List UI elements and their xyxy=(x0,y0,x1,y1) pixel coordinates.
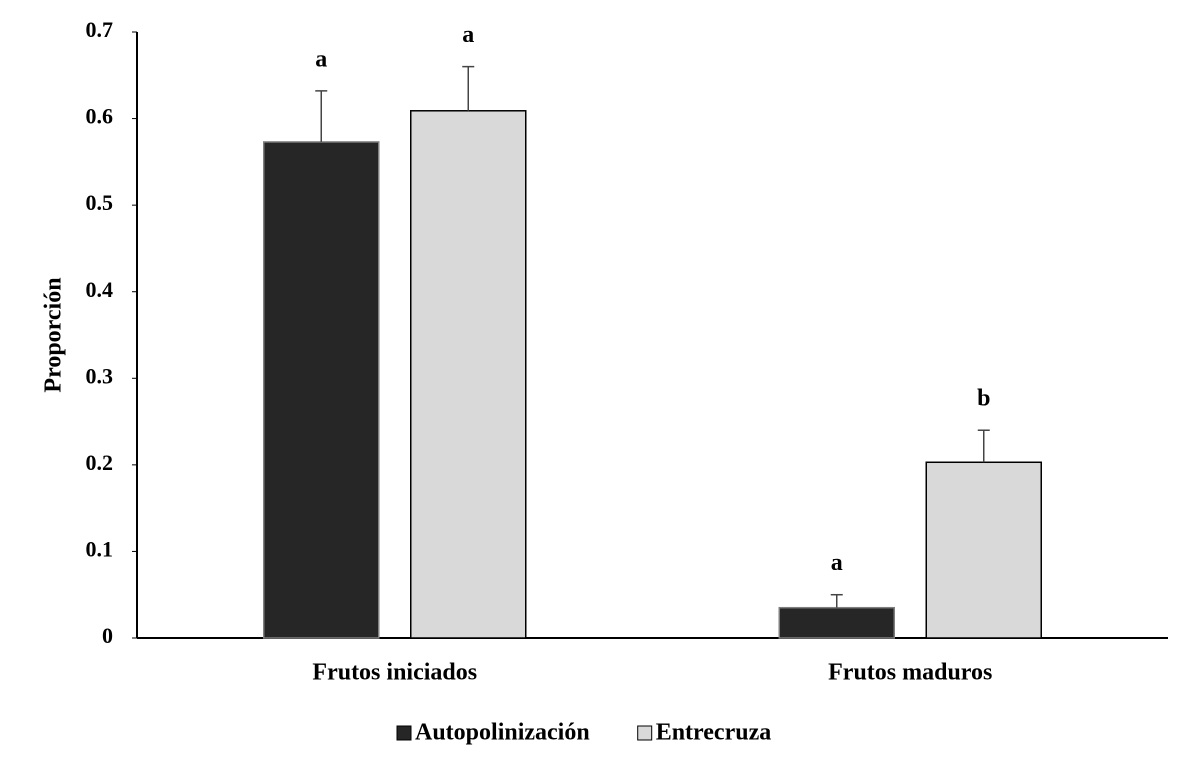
legend-label: Entrecruza xyxy=(656,720,772,746)
x-tick-label: Frutos maduros xyxy=(828,660,992,686)
y-tick-label: 0.6 xyxy=(86,104,114,129)
y-tick-label: 0.3 xyxy=(86,363,114,388)
bar xyxy=(778,606,895,639)
y-tick-label: 0.5 xyxy=(86,190,114,215)
y-tick-label: 0.1 xyxy=(86,536,114,561)
significance-letter: a xyxy=(462,22,474,48)
y-tick-label: 0 xyxy=(102,623,113,648)
bar xyxy=(263,141,380,639)
bar xyxy=(410,110,527,639)
y-tick-label: 0.7 xyxy=(86,17,114,42)
significance-letter: a xyxy=(315,46,327,72)
legend-swatch xyxy=(637,725,653,741)
legend-label: Autopolinización xyxy=(415,720,590,746)
y-tick-label: 0.2 xyxy=(86,450,114,475)
y-axis-label: Proporción xyxy=(41,277,67,392)
y-tick-label: 0.4 xyxy=(86,277,114,302)
significance-letter: b xyxy=(977,386,990,412)
x-tick-label: Frutos iniciados xyxy=(312,660,477,686)
bar xyxy=(925,461,1042,639)
legend-swatch xyxy=(396,725,412,741)
significance-letter: a xyxy=(831,550,843,576)
